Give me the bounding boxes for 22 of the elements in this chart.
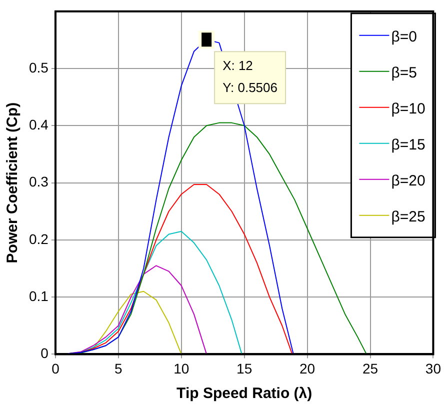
y-tick-label: 0.3 — [28, 174, 49, 190]
legend-label: β=0 — [391, 28, 417, 46]
y-tick-label: 0 — [40, 345, 49, 362]
x-tick-label: 5 — [114, 360, 123, 376]
x-tick-label: 25 — [362, 360, 378, 376]
x-axis-title: Tip Speed Ratio (λ) — [176, 385, 312, 402]
x-tick-label: 15 — [236, 360, 252, 376]
y-axis-title: Power Coefficient (Cp) — [4, 102, 22, 264]
x-tick-label: 30 — [425, 360, 442, 376]
legend-label: β=10 — [391, 100, 426, 118]
legend-label: β=25 — [391, 208, 426, 226]
y-tick-label: 0.5 — [28, 59, 49, 76]
x-tick-label: 0 — [52, 360, 60, 376]
x-tick-label: 10 — [174, 360, 190, 376]
legend-label: β=20 — [391, 172, 426, 190]
legend-label: β=15 — [391, 136, 426, 154]
x-tick-label: 20 — [300, 360, 316, 376]
y-tick-label: 0.4 — [28, 116, 49, 133]
legend-label: β=5 — [391, 64, 417, 82]
annotation: X: 12 Y: 0.5506 — [222, 58, 278, 96]
y-tick-label: 0.2 — [28, 230, 49, 247]
y-tick-label: 0.1 — [28, 288, 49, 304]
